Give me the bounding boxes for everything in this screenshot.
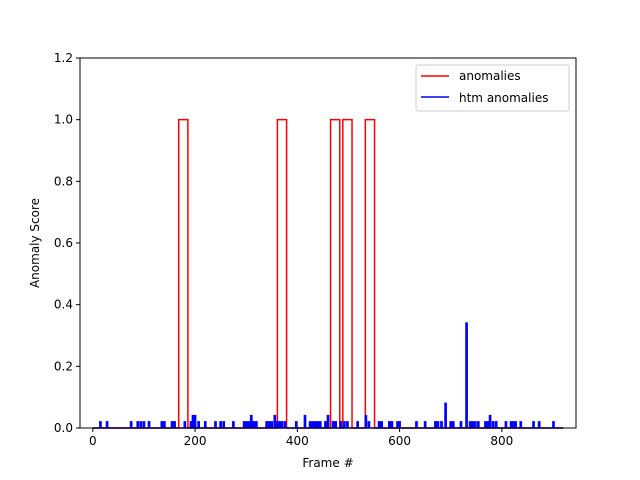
y-tick-label: 0.0: [54, 421, 73, 435]
series-anomalies-line: [92, 118, 564, 429]
x-tick-label: 0: [89, 434, 97, 448]
y-tick-label: 0.2: [54, 359, 73, 373]
y-tick-label: 0.8: [54, 174, 73, 188]
x-tick-label: 400: [286, 434, 309, 448]
y-axis: 0.0 0.2 0.4 0.6 0.8 1.0 1.2: [54, 51, 80, 435]
legend-box: [415, 64, 570, 112]
x-tick-label: 800: [490, 434, 513, 448]
x-axis: 0 200 400 600 800: [89, 428, 513, 448]
y-axis-label: Anomaly Score: [28, 198, 42, 288]
y-tick-label: 0.6: [54, 236, 73, 250]
y-tick-label: 1.2: [54, 51, 73, 65]
x-tick-label: 200: [184, 434, 207, 448]
x-tick-label: 600: [388, 434, 411, 448]
y-tick-label: 0.4: [54, 298, 73, 312]
legend: anomalies htm anomalies: [415, 64, 570, 112]
legend-label-anomalies: anomalies: [459, 69, 521, 83]
y-tick-label: 1.0: [54, 113, 73, 127]
legend-label-htm-anomalies: htm anomalies: [459, 91, 548, 105]
plot-area: [80, 58, 576, 428]
x-axis-label: Frame #: [302, 456, 353, 470]
